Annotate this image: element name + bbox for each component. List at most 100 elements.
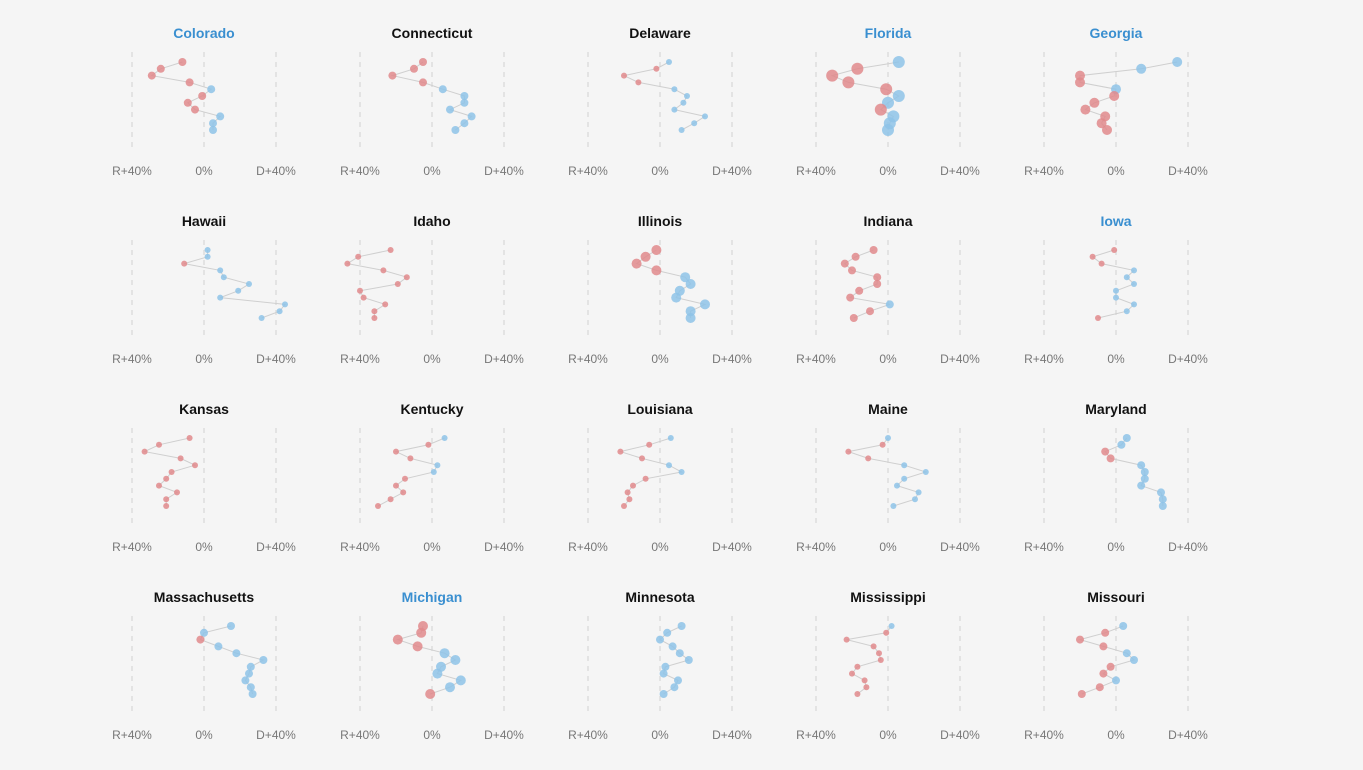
x-tick-label: 0%: [423, 540, 441, 554]
data-point: [209, 126, 217, 134]
data-point: [861, 677, 868, 684]
state-title: Missouri: [1087, 589, 1145, 605]
data-point: [235, 287, 242, 294]
connector-line: [1091, 249, 1136, 319]
data-point: [177, 455, 184, 462]
state-title: Maine: [868, 401, 908, 417]
data-point: [1101, 447, 1110, 456]
data-point: [400, 489, 407, 496]
connector-line: [1104, 437, 1164, 506]
data-point: [666, 462, 672, 469]
data-point: [204, 253, 211, 260]
state-panel-iowa: Iowa R+40% 0% D+40%: [1002, 188, 1230, 376]
data-point: [855, 286, 864, 295]
data-point: [1113, 294, 1119, 301]
data-point: [1140, 468, 1149, 476]
data-point: [1099, 669, 1108, 678]
data-point: [245, 669, 253, 678]
state-panel-illinois: Illinois R+40% 0% D+40%: [546, 188, 774, 376]
connector-line: [618, 437, 684, 507]
data-point: [892, 56, 905, 68]
data-point: [621, 503, 627, 509]
x-tick-label: R+40%: [1024, 352, 1064, 366]
x-tick-label: D+40%: [484, 352, 524, 366]
data-point: [192, 462, 198, 469]
state-plot: R+40% 0% D+40%: [112, 240, 296, 366]
data-point: [631, 258, 642, 269]
data-point: [460, 119, 469, 128]
connector-line: [184, 250, 286, 319]
data-point: [863, 684, 870, 691]
data-point: [873, 280, 882, 288]
data-point: [1123, 274, 1130, 281]
data-point: [880, 83, 893, 96]
data-point: [661, 662, 670, 671]
data-point: [246, 683, 255, 692]
state-panel-indiana: Indiana R+40% 0% D+40%: [774, 188, 1002, 376]
data-point: [430, 469, 437, 475]
data-point: [849, 670, 855, 677]
state-title: Louisiana: [627, 401, 693, 417]
x-tick-label: 0%: [879, 540, 897, 554]
data-point: [232, 649, 241, 658]
x-tick-label: 0%: [1107, 728, 1125, 742]
data-point: [1111, 247, 1118, 253]
state-panel-massachusetts: Massachusetts R+40% 0% D+40%: [90, 564, 318, 752]
data-point: [196, 635, 205, 644]
state-plot: R+40% 0% D+40%: [1024, 428, 1208, 554]
data-point: [438, 85, 447, 94]
state-plot: R+40% 0% D+40%: [340, 240, 524, 366]
data-point: [183, 98, 192, 107]
data-point: [640, 251, 651, 262]
data-point: [659, 669, 668, 678]
x-tick-label: D+40%: [712, 164, 752, 178]
data-point: [425, 689, 436, 699]
x-tick-label: D+40%: [712, 728, 752, 742]
data-point: [147, 71, 156, 80]
x-tick-label: 0%: [423, 352, 441, 366]
data-point: [691, 120, 698, 127]
data-point: [1157, 488, 1165, 497]
data-point: [246, 281, 252, 287]
x-tick-label: 0%: [195, 352, 213, 366]
data-point: [890, 503, 897, 509]
data-point: [901, 475, 908, 482]
x-tick-label: R+40%: [796, 540, 836, 554]
data-point: [178, 58, 187, 66]
data-point: [1136, 63, 1147, 74]
data-point: [1130, 656, 1138, 664]
x-tick-label: R+40%: [1024, 728, 1064, 742]
data-point: [425, 441, 432, 448]
data-point: [410, 64, 418, 73]
data-point: [168, 469, 175, 475]
data-point: [1131, 267, 1137, 274]
state-plot: R+40% 0% D+40%: [568, 240, 752, 366]
data-point: [156, 482, 162, 489]
x-tick-label: 0%: [879, 352, 897, 366]
data-point: [382, 301, 389, 308]
x-tick-label: 0%: [195, 728, 213, 742]
data-point: [680, 272, 691, 283]
data-point: [174, 489, 180, 496]
data-point: [163, 475, 170, 482]
connector-line: [199, 625, 265, 695]
data-point: [635, 79, 642, 86]
data-point: [371, 308, 378, 315]
data-point: [854, 691, 861, 697]
data-point: [1112, 676, 1120, 685]
data-point: [621, 72, 627, 79]
state-title: Massachusetts: [153, 589, 255, 605]
data-point: [848, 266, 856, 275]
connector-line: [846, 437, 928, 507]
x-tick-label: 0%: [651, 352, 669, 366]
data-point: [387, 247, 394, 253]
data-point: [901, 462, 908, 469]
state-plot: R+40% 0% D+40%: [1024, 616, 1208, 742]
data-point: [885, 435, 891, 441]
state-panel-florida: Florida R+40% 0% D+40%: [774, 0, 1002, 188]
state-plot: R+40% 0% D+40%: [568, 428, 752, 554]
x-tick-label: D+40%: [256, 164, 296, 178]
x-tick-label: R+40%: [568, 728, 608, 742]
data-point: [393, 482, 399, 489]
state-plot: R+40% 0% D+40%: [112, 428, 296, 554]
